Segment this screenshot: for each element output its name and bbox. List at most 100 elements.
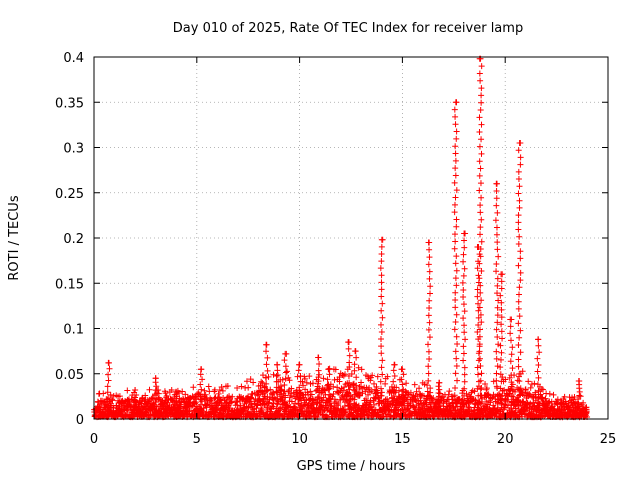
data-point [453,135,460,142]
data-point [498,271,505,278]
data-point [501,387,508,394]
data-point [337,387,344,394]
data-point [104,383,111,390]
data-point [493,231,500,238]
data-point [264,387,271,394]
data-point [274,367,281,374]
data-point [391,384,398,391]
data-point [197,366,204,373]
data-point [452,384,459,391]
data-point [498,349,505,356]
data-point [391,361,398,368]
data-point [398,376,405,383]
data-point [452,194,459,201]
data-point [451,392,458,399]
data-point [424,382,431,389]
data-point [517,327,524,334]
data-point [283,369,290,376]
data-point [452,121,459,128]
y-tick-label: 0.4 [63,51,84,66]
data-point [300,382,307,389]
data-point [508,372,515,379]
data-point [493,202,500,209]
data-point [478,136,485,143]
data-point [497,399,504,406]
data-point [399,366,406,373]
data-point [475,399,482,406]
data-point [474,265,481,272]
data-point [301,375,308,382]
x-tick-label: 5 [193,432,201,447]
data-point [263,380,270,387]
data-point [288,385,295,392]
data-point [515,305,522,312]
data-point [477,289,484,296]
x-tick-label: 25 [600,432,617,447]
data-point [351,393,358,400]
data-point [296,361,303,368]
data-point [461,392,468,399]
data-point [515,219,522,226]
x-tick-label: 20 [497,432,514,447]
data-point [378,279,385,286]
data-point [105,359,112,366]
data-point [580,399,587,406]
data-point [436,379,443,386]
data-point [264,393,271,400]
data-point [477,202,484,209]
data-point [462,336,469,343]
data-point [460,399,467,406]
data-point [535,387,542,394]
data-point [534,368,541,375]
data-point [425,261,432,268]
data-point [416,385,423,392]
data-point [507,358,514,365]
data-point [508,399,515,406]
data-point [531,403,538,410]
data-point [535,362,542,369]
data-point [193,399,200,406]
data-point [515,298,522,305]
data-point [198,386,205,393]
data-point [326,391,333,398]
data-point [583,408,590,415]
data-point [471,388,478,395]
data-point [95,399,102,406]
data-point [377,265,384,272]
data-point [306,373,313,380]
x-axis-label: GPS time / hours [297,459,406,474]
data-point [475,392,482,399]
data-point [342,371,349,378]
data-point [226,393,233,400]
data-point [518,403,525,410]
data-point [248,395,255,402]
data-point [454,377,461,384]
y-tick-label: 0.35 [55,96,84,111]
data-point [461,308,468,315]
chart-title: Day 010 of 2025, Rate Of TEC Index for r… [173,21,523,36]
data-point [445,391,452,398]
data-point [452,319,459,326]
data-point [477,165,484,172]
data-point [168,387,175,394]
data-point [436,386,443,393]
data-point [281,406,288,413]
data-point [478,370,485,377]
data-point [411,381,418,388]
data-point [263,341,270,348]
data-point [391,395,398,402]
data-point [281,394,288,401]
data-point [264,367,271,374]
data-point [273,373,280,380]
data-point [425,377,432,384]
data-point [346,406,353,413]
data-point [277,383,284,390]
data-point [378,272,385,279]
data-point [331,396,338,403]
x-tick-label: 0 [90,432,98,447]
data-point [378,343,385,350]
data-point [104,389,111,396]
data-point [436,406,443,413]
plot-frame [93,56,609,420]
data-point [205,383,212,390]
